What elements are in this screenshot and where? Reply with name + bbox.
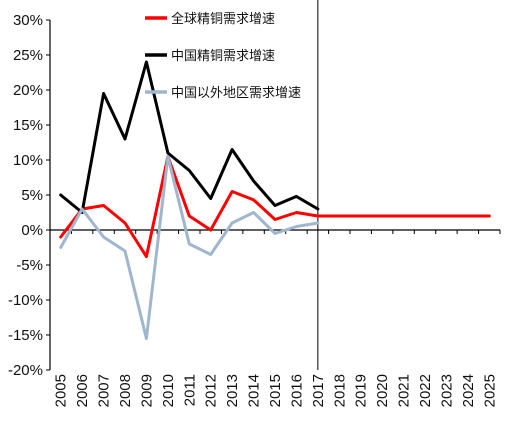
x-tick-label: 2011 [181,374,198,406]
x-tick-label: 2022 [417,374,434,407]
x-tick-label: 2023 [438,374,455,407]
y-tick-label: 5% [21,187,43,204]
x-tick-label: 2016 [288,374,305,407]
x-tick-label: 2020 [374,374,391,407]
x-tick-label: 2017 [310,374,327,407]
x-tick-label: 2009 [138,374,155,407]
legend-label-3: 中国以外地区需求增速 [171,86,301,101]
x-tick-label: 2025 [481,374,498,407]
x-tick-label: 2024 [460,374,477,407]
x-tick-label: 2006 [74,374,91,407]
y-tick-label: 20% [13,82,43,99]
x-tick-label: 2008 [117,374,134,407]
y-tick-label: 15% [13,117,43,134]
x-tick-label: 2005 [53,374,70,407]
x-tick-label: 2012 [203,374,220,407]
x-tick-label: 2014 [246,374,263,407]
legend-label-2: 中国精铜需求增速 [171,49,275,64]
series-line-2 [59,60,320,214]
x-tick-label: 2013 [224,374,241,407]
x-tick-label: 2015 [267,374,284,407]
x-tick-label: 2010 [160,374,177,407]
series-line-1 [59,155,491,259]
y-tick-label: 30% [13,12,43,29]
x-tick-label: 2019 [353,374,370,407]
y-tick-label: -10% [8,292,43,309]
y-tick-label: 10% [13,152,43,169]
legend-label-1: 全球精铜需求增速 [171,11,275,27]
x-tick-label: 2007 [96,374,113,407]
x-tick-label: 2018 [331,374,348,407]
y-tick-label: -15% [8,327,43,344]
y-tick-label: 0% [21,222,43,239]
x-tick-label: 2021 [396,374,413,407]
y-tick-label: -5% [16,257,43,274]
y-tick-label: 25% [13,47,43,64]
series-line-3 [59,155,320,340]
y-tick-label: -20% [8,362,43,379]
